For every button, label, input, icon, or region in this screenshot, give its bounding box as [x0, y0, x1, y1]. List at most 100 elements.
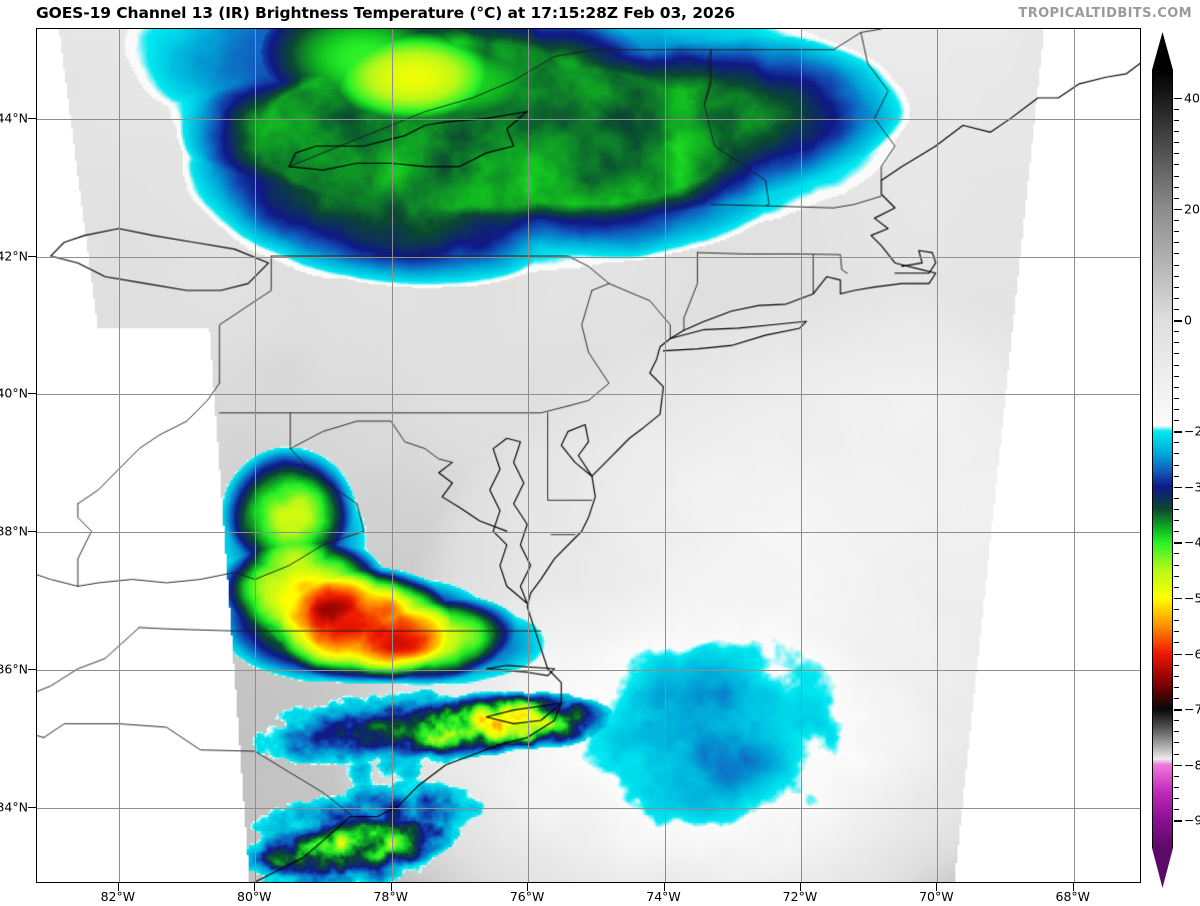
colorbar-major-tick — [1174, 208, 1182, 211]
colorbar-minor-tick — [1174, 386, 1179, 388]
satellite-map-frame[interactable] — [36, 28, 1141, 883]
gridline-lat-38 — [37, 532, 1140, 534]
colorbar-label-minus90: −90 — [1184, 812, 1200, 828]
colorbar-minor-tick — [1174, 408, 1179, 410]
y-axis-tick — [28, 531, 36, 533]
satellite-imagery-canvas[interactable] — [37, 29, 1140, 882]
x-axis-tick — [799, 883, 801, 891]
x-axis-tick — [1072, 883, 1074, 891]
colorbar-label-40: 40 — [1184, 90, 1200, 106]
colorbar-minor-tick — [1174, 720, 1179, 722]
colorbar-minor-tick — [1174, 520, 1179, 522]
watermark-tropicaltidbits: TROPICALTIDBITS.COM — [1018, 6, 1192, 21]
gridline-lon-78 — [391, 29, 393, 882]
colorbar-major-tick — [1174, 97, 1182, 100]
colorbar-minor-tick — [1174, 442, 1179, 444]
colorbar-minor-tick — [1174, 286, 1179, 288]
x-axis-label-68°W: 68°W — [1055, 889, 1091, 904]
y-axis-tick — [28, 255, 36, 257]
colorbar-minor-tick — [1174, 242, 1179, 244]
y-axis-label-42°N: 42°N — [0, 248, 28, 264]
colorbar-minor-tick — [1174, 353, 1179, 355]
colorbar-extend-min-arrow — [1152, 848, 1173, 888]
colorbar-minor-tick — [1174, 453, 1179, 455]
colorbar-label-0: 0 — [1184, 312, 1192, 328]
x-axis-label-78°W: 78°W — [373, 889, 408, 904]
colorbar-major-tick — [1174, 320, 1182, 322]
colorbar-minor-tick — [1174, 609, 1179, 611]
colorbar: 40 20 0 −20 −30 −40 −50 −60 −70 −80 −90 — [1150, 28, 1200, 888]
colorbar-minor-tick — [1174, 186, 1179, 188]
colorbar-minor-tick — [1174, 264, 1179, 266]
colorbar-minor-tick — [1174, 142, 1179, 144]
y-axis-label-34°N: 34°N — [0, 799, 28, 815]
x-axis-label-72°W: 72°W — [782, 889, 818, 904]
colorbar-major-tick — [1174, 764, 1182, 767]
colorbar-minor-tick — [1174, 753, 1179, 755]
colorbar-label-20: 20 — [1184, 201, 1200, 217]
colorbar-minor-tick — [1174, 786, 1179, 788]
colorbar-minor-tick — [1174, 253, 1179, 255]
colorbar-minor-tick — [1174, 564, 1179, 566]
colorbar-minor-tick — [1174, 175, 1179, 177]
gridline-lon-70 — [937, 29, 939, 882]
x-axis-tick — [390, 883, 392, 891]
x-axis-tick — [117, 883, 119, 891]
y-axis-label-38°N: 38°N — [0, 523, 28, 539]
colorbar-minor-tick — [1174, 575, 1179, 577]
x-axis-label-74°W: 74°W — [646, 889, 681, 904]
colorbar-minor-tick — [1174, 420, 1179, 422]
gridline-lon-80 — [255, 29, 257, 882]
x-axis-label-76°W: 76°W — [509, 889, 545, 904]
gridline-lat-34 — [37, 808, 1140, 810]
colorbar-minor-tick — [1174, 364, 1179, 366]
colorbar-minor-tick — [1174, 775, 1179, 777]
y-axis-label-36°N: 36°N — [0, 661, 28, 677]
colorbar-extend-max-arrow — [1152, 32, 1173, 70]
colorbar-minor-tick — [1174, 697, 1179, 699]
title-bar: GOES-19 Channel 13 (IR) Brightness Tempe… — [0, 0, 1200, 26]
x-axis-label-82°W: 82°W — [100, 889, 136, 904]
colorbar-minor-tick — [1174, 797, 1179, 799]
page-title: GOES-19 Channel 13 (IR) Brightness Tempe… — [36, 4, 735, 22]
y-axis-tick — [28, 393, 36, 395]
colorbar-major-tick — [1174, 486, 1182, 489]
colorbar-minor-tick — [1174, 153, 1179, 155]
gridline-lat-36 — [37, 670, 1140, 672]
colorbar-minor-tick — [1174, 497, 1179, 499]
x-axis-label-80°W: 80°W — [237, 889, 272, 904]
gridline-lon-82 — [118, 29, 120, 882]
x-axis-tick — [254, 883, 256, 891]
colorbar-label-minus40: −40 — [1184, 534, 1200, 550]
y-axis-tick — [28, 807, 36, 809]
colorbar-minor-tick — [1174, 809, 1179, 811]
colorbar-minor-tick — [1174, 464, 1179, 466]
colorbar-minor-tick — [1174, 586, 1179, 588]
x-axis-tick — [663, 883, 665, 891]
gridline-lon-68 — [1073, 29, 1075, 882]
gridline-lon-74 — [664, 29, 666, 882]
y-axis-tick — [28, 669, 36, 671]
colorbar-minor-tick — [1174, 308, 1179, 310]
gridline-lat-42 — [37, 256, 1140, 258]
colorbar-label-minus30: −30 — [1184, 479, 1200, 495]
colorbar-major-tick — [1174, 542, 1182, 544]
colorbar-minor-tick — [1174, 686, 1179, 688]
x-axis-label-70°W: 70°W — [919, 889, 954, 904]
colorbar-minor-tick — [1174, 664, 1179, 666]
colorbar-minor-tick — [1174, 331, 1179, 333]
colorbar-label-minus80: −80 — [1184, 757, 1200, 773]
colorbar-minor-tick — [1174, 220, 1179, 222]
colorbar-minor-tick — [1174, 642, 1179, 644]
gridline-lon-76 — [528, 29, 530, 882]
colorbar-minor-tick — [1174, 164, 1179, 166]
colorbar-label-minus50: −50 — [1184, 590, 1200, 606]
colorbar-major-tick — [1174, 820, 1182, 822]
colorbar-minor-tick — [1174, 131, 1179, 133]
colorbar-minor-tick — [1174, 297, 1179, 299]
gridline-lat-40 — [37, 394, 1140, 396]
x-axis-tick — [527, 883, 529, 891]
colorbar-minor-tick — [1174, 108, 1179, 110]
colorbar-minor-tick — [1174, 275, 1179, 277]
gridline-lat-44 — [37, 118, 1140, 120]
